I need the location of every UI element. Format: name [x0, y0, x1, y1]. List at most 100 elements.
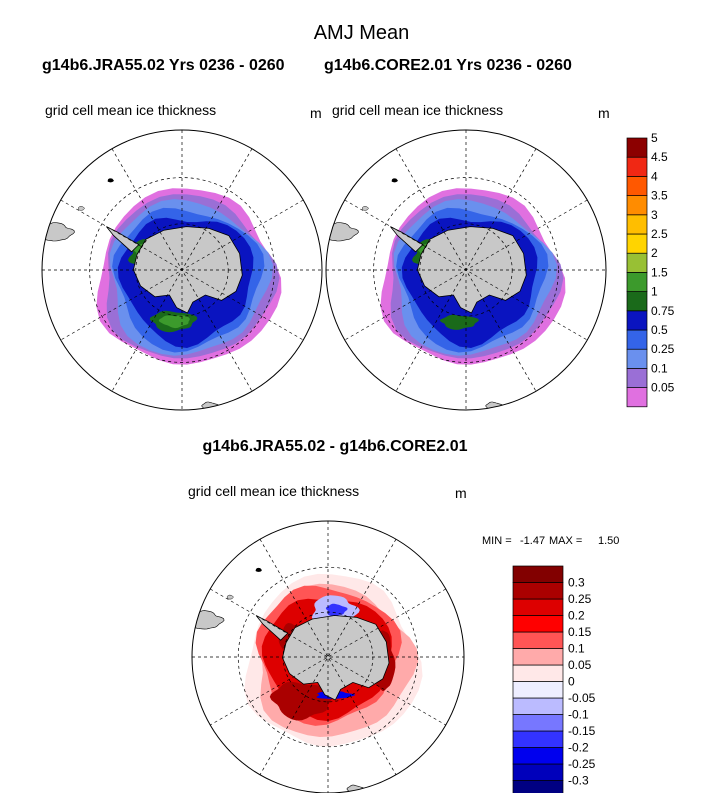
colorbar-box [512, 664, 564, 682]
map-boundary [41, 129, 323, 411]
colorbar-box [626, 252, 648, 273]
min-value: -1.47 [520, 535, 545, 547]
colorbar-box [512, 730, 564, 748]
left-ice-map [41, 129, 323, 411]
colorbar-tick-label: 0.05 [568, 658, 592, 672]
colorbar-box [626, 214, 648, 235]
colorbar-box [512, 681, 564, 699]
colorbar-box [626, 310, 648, 331]
right-panel-subtitle: grid cell mean ice thickness [332, 102, 503, 118]
colorbar-tick-label: 0.75 [651, 304, 675, 318]
colorbar-box [626, 348, 648, 369]
difference-map [191, 520, 465, 793]
colorbar-tick-label: 5 [651, 131, 658, 145]
difference-colorbar: -0.3 -0.25 -0.2 -0.15 -0.1 -0.05 0 0.05 0.1 0.15 0… [512, 565, 596, 793]
antarctic-peninsula [255, 615, 289, 641]
colorbar-box [626, 291, 648, 312]
colorbar-tick-label: 0.25 [651, 342, 675, 356]
colorbar-tick-label: 0.1 [568, 642, 585, 656]
difference-panel-title: g14b6.JRA55.02 - g14b6.CORE2.01 [202, 438, 468, 455]
colorbar-tick-label: -0.25 [568, 757, 596, 771]
colorbar-box [626, 368, 648, 388]
colorbar-tick-label: 2.5 [651, 227, 668, 241]
colorbar-tick-label: 0.1 [651, 361, 668, 375]
colorbar-box [626, 272, 648, 292]
meridian-line [344, 199, 588, 341]
thick-ice-ross [439, 314, 479, 330]
colorbar-box [626, 137, 648, 158]
colorbar-box [512, 780, 564, 793]
island [315, 224, 320, 229]
diff-negative-area [325, 603, 348, 617]
colorbar-box [512, 714, 564, 732]
graticule [326, 130, 606, 410]
island [226, 594, 234, 600]
colorbar-box [512, 747, 564, 765]
island [362, 206, 369, 211]
colorbar-box [512, 697, 564, 715]
right-panel-units: m [598, 105, 610, 121]
colorbar-tick-label: -0.1 [568, 708, 589, 722]
latitude-circle [237, 566, 419, 748]
island [457, 612, 462, 617]
colorbar-tick-label: 1 [651, 285, 658, 299]
max-label: MAX = [549, 535, 582, 547]
colorbar-tick-label: 0.5 [651, 323, 668, 337]
latitude-circle [89, 177, 275, 363]
colorbar-tick-label: 2 [651, 246, 658, 260]
diff-panel-units: m [455, 485, 467, 501]
colorbar-tick-label: 0.3 [568, 576, 585, 590]
min-label: MIN = [482, 535, 512, 547]
island [391, 178, 398, 183]
colorbar-box [626, 176, 648, 196]
left-panel-subtitle: grid cell mean ice thickness [45, 102, 216, 118]
colorbar-tick-label: -0.05 [568, 691, 596, 705]
colorbar-tick-label: -0.2 [568, 741, 589, 755]
colorbar-box [626, 156, 648, 177]
colorbar-tick-label: 4.5 [651, 150, 668, 164]
colorbar-box [626, 387, 648, 408]
map-boundary [325, 129, 607, 411]
graticule [192, 521, 464, 793]
antarctic-peninsula [106, 226, 140, 253]
colorbar-box [512, 648, 564, 666]
left-panel-title: g14b6.JRA55.02 Yrs 0236 - 0260 [42, 57, 285, 74]
latitude-circle [373, 177, 559, 363]
island [78, 206, 85, 211]
colorbar-box [626, 329, 648, 350]
colorbar-box [512, 565, 564, 583]
antarctica-landmass [282, 615, 390, 701]
colorbar-tick-label: 0.2 [568, 609, 585, 623]
colorbar-box [626, 233, 648, 254]
colorbar-tick-label: 0 [568, 675, 575, 689]
difference-field [192, 567, 462, 793]
max-value: 1.50 [598, 535, 619, 547]
colorbar-tick-label: -0.3 [568, 774, 589, 788]
colorbar-tick-label: 3.5 [651, 189, 668, 203]
colorbar-tick-label: 1.5 [651, 265, 668, 279]
left-panel-units: m [310, 105, 322, 121]
colorbar-tick-label: 4 [651, 169, 658, 183]
colorbar-box [626, 195, 648, 216]
island [599, 224, 604, 229]
right-panel-title: g14b6.CORE2.01 Yrs 0236 - 0260 [324, 57, 572, 74]
colorbar-box [512, 582, 564, 600]
colorbar-tick-label: 0.15 [568, 625, 592, 639]
colorbar-box [512, 598, 564, 616]
colorbar-box [512, 763, 564, 781]
map-boundary [191, 520, 465, 793]
figure-title: AMJ Mean [313, 22, 410, 44]
right-ice-map [325, 129, 607, 411]
colorbar-tick-label: 3 [651, 208, 658, 222]
meridian-line [60, 199, 304, 341]
colorbar-box [512, 615, 564, 633]
island [107, 178, 114, 183]
colorbar-box [512, 631, 564, 649]
diff-panel-subtitle: grid cell mean ice thickness [188, 483, 359, 499]
graticule [42, 130, 322, 410]
colorbar-tick-label: 0.05 [651, 381, 675, 395]
island [255, 567, 262, 572]
thickness-colorbar: 0.05 0.1 0.25 0.5 0.75 1 1.5 2 2.5 3 3.5 4 4.5 5 [626, 131, 675, 408]
colorbar-tick-label: 0.25 [568, 592, 592, 606]
